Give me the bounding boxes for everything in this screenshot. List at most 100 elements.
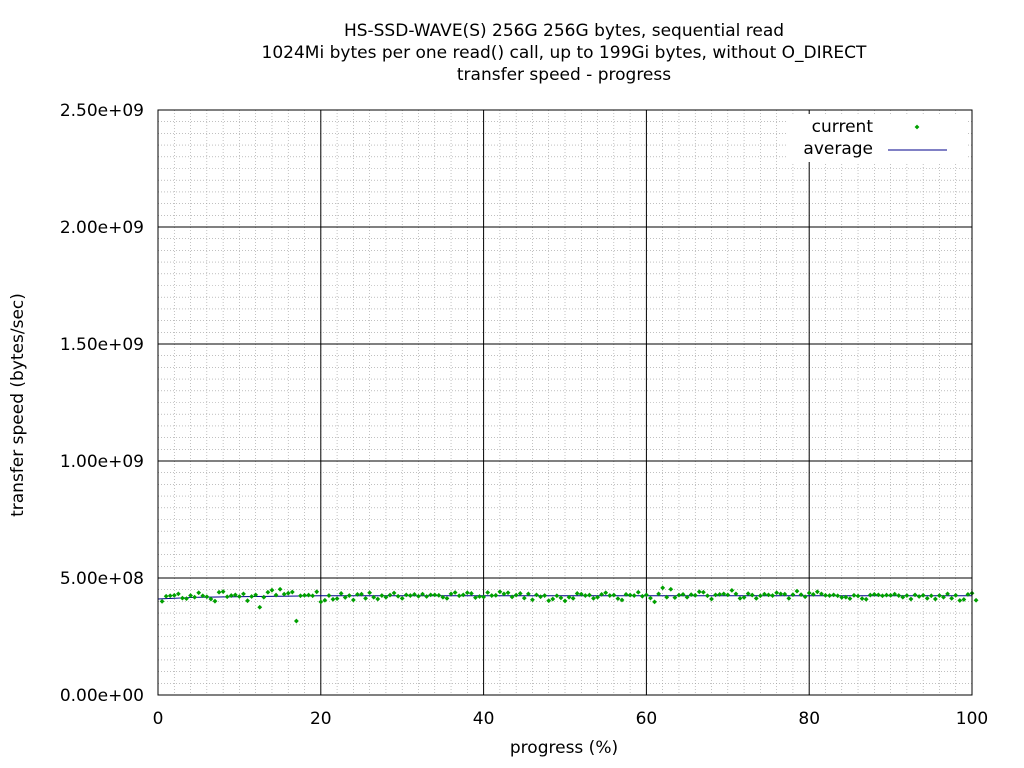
data-point <box>888 592 893 598</box>
data-point <box>900 594 906 600</box>
data-point <box>204 594 210 600</box>
x-tick-label: 80 <box>798 709 820 729</box>
data-point <box>289 589 295 595</box>
data-point <box>827 593 832 598</box>
data-point <box>928 593 934 599</box>
y-tick-label: 2.00e+09 <box>60 218 144 238</box>
data-point <box>684 594 690 600</box>
data-point <box>949 595 955 601</box>
data-point <box>558 595 564 601</box>
data-point <box>904 593 910 598</box>
data-point <box>762 591 767 597</box>
data-point <box>281 591 287 597</box>
data-point <box>705 593 710 599</box>
data-point <box>709 596 714 602</box>
data-point <box>228 593 234 598</box>
data-point <box>578 591 584 597</box>
data-point <box>412 591 417 597</box>
data-point <box>782 591 788 597</box>
data-point <box>302 592 307 598</box>
data-point <box>644 592 649 598</box>
data-point <box>562 598 568 604</box>
x-axis-label: progress (%) <box>509 738 619 758</box>
data-point <box>493 592 499 598</box>
legend-marker-current <box>914 124 920 130</box>
data-point <box>749 592 755 598</box>
data-point <box>350 597 356 603</box>
data-point <box>961 597 967 602</box>
data-point <box>855 593 861 599</box>
data-point <box>171 592 177 598</box>
data-point <box>395 593 401 599</box>
data-point <box>615 596 621 601</box>
data-point <box>566 594 572 600</box>
y-tick-label: 5.00e+08 <box>60 569 144 589</box>
data-point <box>212 598 218 604</box>
data-point <box>517 591 523 596</box>
data-point <box>505 590 511 596</box>
data-point <box>481 594 486 600</box>
data-point <box>851 592 857 598</box>
data-point <box>859 596 865 601</box>
data-point <box>371 594 377 600</box>
data-point <box>957 598 963 603</box>
data-point <box>725 592 731 598</box>
data-point <box>346 593 352 598</box>
data-point <box>880 593 885 599</box>
data-point <box>269 587 275 593</box>
y-tick-label: 2.50e+09 <box>60 101 144 121</box>
legend-background <box>786 114 968 162</box>
data-point <box>871 591 877 597</box>
data-point <box>192 594 198 600</box>
data-point <box>383 594 389 600</box>
data-point <box>232 592 238 598</box>
data-point <box>224 594 230 600</box>
data-point <box>591 595 596 601</box>
data-point <box>570 595 576 601</box>
y-tick-label: 1.50e+09 <box>60 335 144 355</box>
data-point <box>823 592 828 598</box>
data-point <box>819 591 824 597</box>
legend-label-current: current <box>812 117 874 137</box>
data-point <box>391 590 397 596</box>
data-point <box>338 591 344 596</box>
data-point <box>875 592 881 598</box>
data-point <box>717 591 723 597</box>
x-tick-label: 0 <box>153 709 164 729</box>
data-point <box>546 598 552 604</box>
data-point <box>407 593 413 598</box>
data-point <box>460 592 466 598</box>
data-point <box>745 591 751 597</box>
data-point <box>180 595 185 601</box>
data-point <box>257 604 263 610</box>
data-point <box>253 592 259 598</box>
legend-label-average: average <box>803 139 873 159</box>
y-tick-label: 0.00e+00 <box>60 686 144 706</box>
data-point <box>635 589 641 595</box>
data-point <box>285 590 291 596</box>
data-point <box>298 593 303 599</box>
data-point <box>810 591 816 597</box>
data-point <box>175 591 181 597</box>
data-point <box>835 593 841 599</box>
data-point <box>273 592 279 598</box>
data-point <box>806 590 812 596</box>
data-point <box>766 592 771 598</box>
x-tick-label: 40 <box>473 709 495 729</box>
data-point <box>245 598 250 604</box>
data-point <box>595 594 600 600</box>
data-point <box>509 594 515 600</box>
data-point <box>721 591 727 597</box>
data-point <box>468 591 474 596</box>
data-point <box>965 591 971 597</box>
x-tick-label: 60 <box>636 709 658 729</box>
data-point <box>367 590 373 596</box>
minor-grid <box>157 109 973 696</box>
data-point <box>623 591 629 597</box>
data-point <box>420 591 425 597</box>
chart-title: HS-SSD-WAVE(S) 256G 256G bytes, sequenti… <box>343 21 785 41</box>
data-point <box>538 594 543 600</box>
data-point <box>664 594 670 600</box>
data-point <box>924 595 930 601</box>
data-point <box>167 593 173 599</box>
